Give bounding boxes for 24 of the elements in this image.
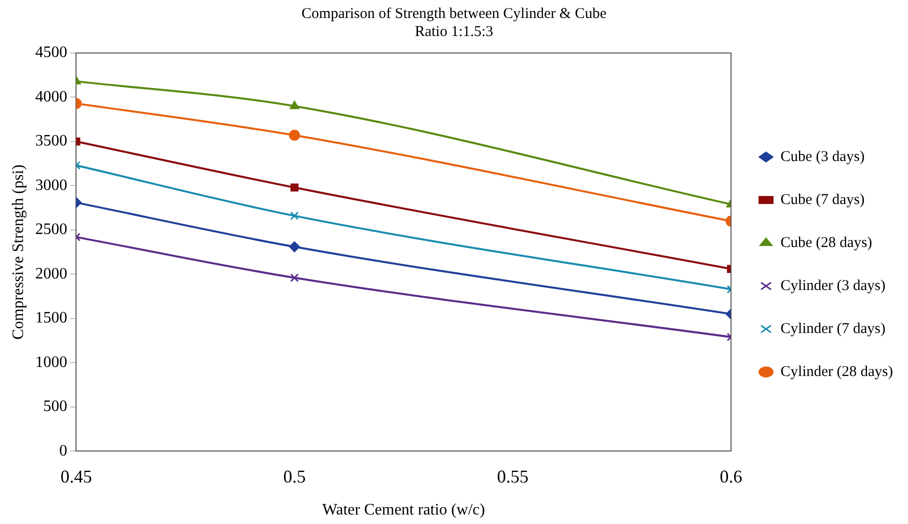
y-tick-label: 1000 — [35, 354, 68, 371]
x-tick-label: 0.45 — [60, 466, 92, 487]
y-tick-label: 4000 — [35, 88, 68, 106]
y-tick-label: 500 — [43, 398, 68, 416]
legend-label: Cube (28 days) — [780, 234, 872, 251]
legend-label: Cube (7 days) — [780, 192, 865, 208]
y-tick-label: 3500 — [35, 132, 68, 150]
legend-label: Cube (3 days) — [780, 148, 865, 165]
x-tick-label: 0.5 — [283, 466, 306, 487]
chart-title: Comparison of Strength between Cylinder & Cube — [302, 6, 607, 22]
legend-label: Cylinder (28 days) — [780, 364, 894, 380]
y-axis-title: Compressive Strength (psi) — [10, 164, 27, 340]
y-tick-label: 1500 — [35, 310, 68, 327]
x-tick-label: 0.55 — [497, 466, 528, 487]
y-tick-label: 4500 — [35, 44, 68, 62]
y-tick-label: 3000 — [35, 176, 68, 194]
y-tick-label: 0 — [59, 442, 68, 460]
legend-label: Cylinder (7 days) — [780, 320, 886, 337]
y-tick-label: 2500 — [35, 221, 68, 238]
legend-label: Cylinder (3 days) — [780, 278, 886, 294]
y-tick-label: 2000 — [35, 265, 68, 282]
x-axis-title: Water Cement ratio (w/c) — [322, 502, 485, 519]
x-tick-label: 0.6 — [720, 466, 742, 487]
chart-subtitle: Ratio 1:1.5:3 — [414, 24, 494, 40]
